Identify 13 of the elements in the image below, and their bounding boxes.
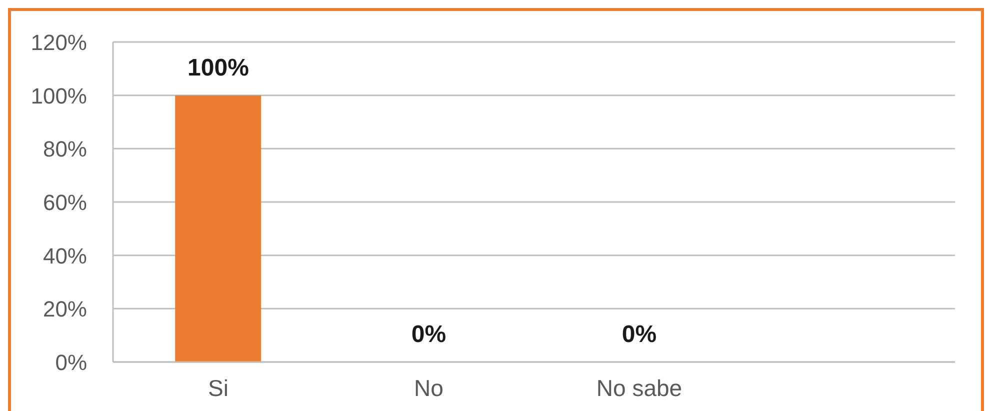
y-tick-label: 0% bbox=[55, 350, 87, 375]
data-label: 0% bbox=[622, 321, 657, 348]
y-tick-label: 40% bbox=[42, 243, 87, 268]
y-tick-label: 100% bbox=[30, 83, 87, 108]
data-label: 100% bbox=[188, 54, 249, 82]
y-tick-label: 120% bbox=[30, 30, 87, 55]
x-tick-label: No bbox=[414, 375, 444, 401]
y-tick-label: 80% bbox=[42, 136, 87, 162]
data-label: 0% bbox=[411, 321, 446, 348]
y-tick-label: 20% bbox=[42, 296, 87, 322]
x-tick-label: No sabe bbox=[596, 375, 682, 401]
x-tick-label: Si bbox=[208, 375, 228, 401]
y-tick-label: 60% bbox=[42, 190, 87, 215]
